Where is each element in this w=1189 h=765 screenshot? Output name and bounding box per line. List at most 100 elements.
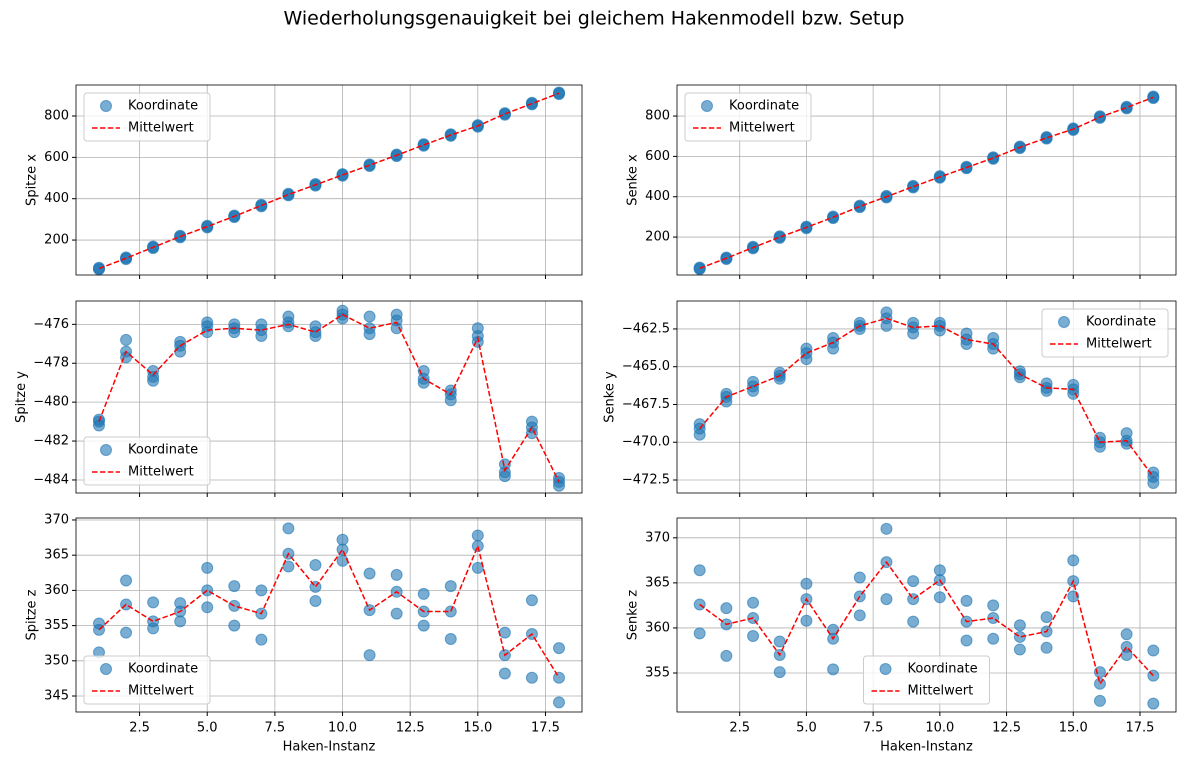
point xyxy=(933,170,946,183)
y-tick-label: 355 xyxy=(645,665,670,680)
point xyxy=(120,574,133,587)
point xyxy=(147,615,160,628)
y-tick-label: 355 xyxy=(44,618,69,633)
point xyxy=(336,554,349,567)
point xyxy=(907,327,920,340)
point xyxy=(693,261,706,274)
y-tick-label: 360 xyxy=(645,620,670,635)
point xyxy=(693,564,706,577)
point xyxy=(174,597,187,610)
subplot: 200 400 600 800 Spitze x Koordinate Mittelwert xyxy=(25,84,583,279)
point xyxy=(853,571,866,584)
point xyxy=(174,345,187,358)
point xyxy=(498,667,511,680)
point xyxy=(720,649,733,662)
point xyxy=(471,119,484,132)
y-tick-label: 600 xyxy=(645,149,670,164)
point xyxy=(282,187,295,200)
x-tick-label: 10.0 xyxy=(925,721,954,736)
point xyxy=(693,627,706,640)
point xyxy=(773,230,786,243)
point xyxy=(827,663,840,676)
point xyxy=(1093,694,1106,707)
point xyxy=(1013,140,1026,153)
point xyxy=(174,229,187,242)
point xyxy=(907,593,920,606)
point xyxy=(471,540,484,553)
point xyxy=(1147,697,1160,710)
legend-marker xyxy=(100,444,112,456)
point xyxy=(1040,131,1053,144)
point xyxy=(444,394,457,407)
point xyxy=(773,635,786,648)
point xyxy=(880,319,893,332)
y-tick-label: 400 xyxy=(645,189,670,204)
y-tick-label: 800 xyxy=(645,109,670,124)
mean-line xyxy=(699,560,1154,686)
legend-box xyxy=(1041,308,1169,358)
point xyxy=(987,599,1000,612)
point xyxy=(255,633,268,646)
x-axis-label: Haken-Instanz xyxy=(283,740,376,755)
point xyxy=(309,559,322,572)
point xyxy=(120,626,133,639)
point xyxy=(255,584,268,597)
point xyxy=(390,607,403,620)
x-tick-label: 5.0 xyxy=(197,721,218,736)
x-tick-label: 12.5 xyxy=(992,721,1021,736)
point xyxy=(1147,90,1160,103)
y-tick-label: 400 xyxy=(44,191,69,206)
plot-frame xyxy=(75,300,583,494)
point xyxy=(93,617,105,630)
legend-label: Mittelwert xyxy=(128,121,194,136)
x-tick-label: 2.5 xyxy=(129,721,150,736)
point xyxy=(1147,644,1160,657)
point xyxy=(282,522,295,535)
subplot: −484 −482 −480 −478 −476 Spitze y Koordinate Mi… xyxy=(14,300,583,497)
point xyxy=(390,568,403,581)
mean-line xyxy=(699,96,1154,270)
subplot: 2.5 5.0 7.5 10.0 12.5 15.0 17.5 345 350 355 360 365… xyxy=(25,512,583,755)
y-tick-label: 365 xyxy=(44,548,69,563)
legend-marker xyxy=(701,100,713,112)
point xyxy=(471,529,484,542)
point xyxy=(444,128,457,141)
y-axis-label: Senke x xyxy=(626,154,641,206)
y-tick-label: 350 xyxy=(44,653,69,668)
point xyxy=(309,594,322,607)
subplot: 200 400 600 800 Senke x Koordinate Mittelwert xyxy=(626,84,1177,279)
point xyxy=(1013,643,1026,656)
y-tick-label: −462.5 xyxy=(622,321,670,336)
x-tick-label: 5.0 xyxy=(796,721,817,736)
point xyxy=(1067,387,1080,400)
legend-label: Koordinate xyxy=(908,662,978,677)
legend-label: Mittelwert xyxy=(1086,337,1152,352)
point xyxy=(417,138,430,151)
point xyxy=(201,561,214,574)
point xyxy=(720,602,733,615)
point xyxy=(174,615,187,628)
point xyxy=(228,619,241,632)
point xyxy=(553,86,565,99)
y-tick-label: −465.0 xyxy=(622,359,670,374)
x-tick-label: 12.5 xyxy=(396,721,425,736)
y-tick-label: 200 xyxy=(44,233,69,248)
mean-line xyxy=(98,313,560,483)
x-tick-label: 7.5 xyxy=(863,721,884,736)
mean-line xyxy=(699,317,1154,478)
point xyxy=(1093,440,1106,453)
point xyxy=(363,158,376,171)
x-tick-label: 7.5 xyxy=(265,721,286,736)
legend: Koordinate Mittelwert xyxy=(863,655,990,705)
point xyxy=(1093,110,1106,123)
point xyxy=(800,577,813,590)
point xyxy=(553,696,565,709)
y-tick-label: −484 xyxy=(33,472,69,487)
y-tick-label: 370 xyxy=(44,512,69,527)
point xyxy=(1120,100,1133,113)
point xyxy=(309,178,322,191)
x-tick-label: 17.5 xyxy=(531,721,560,736)
point xyxy=(987,151,1000,164)
point xyxy=(960,594,973,607)
point xyxy=(880,522,893,535)
